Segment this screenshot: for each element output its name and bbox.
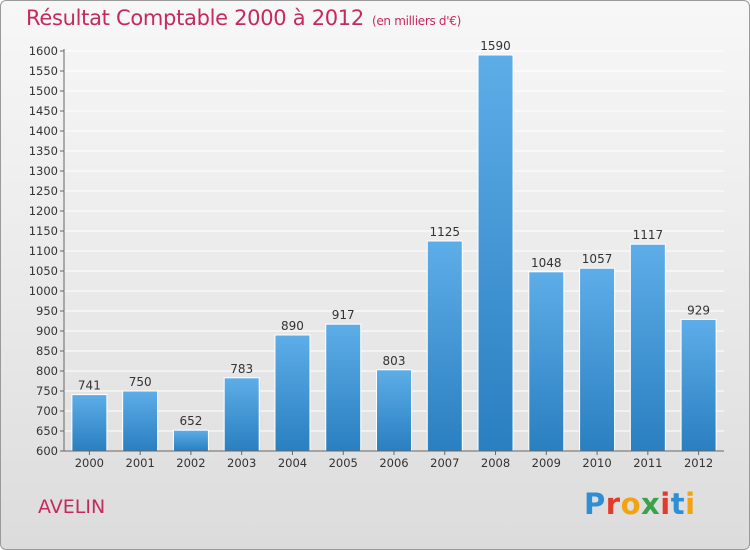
- y-tick-label: 1150: [29, 224, 58, 238]
- bar-2010: [579, 267, 616, 452]
- y-tick-label: 1450: [29, 104, 58, 118]
- bar-2008: [477, 54, 514, 452]
- x-tick-label: 2003: [227, 456, 256, 470]
- y-tick-label: 1050: [29, 264, 58, 278]
- logo-letter: P: [584, 487, 606, 521]
- bar-2012: [680, 318, 717, 452]
- x-tick-label: 2001: [126, 456, 155, 470]
- bar-2007: [426, 240, 463, 452]
- logo-letter: i: [660, 487, 671, 521]
- bar-2009: [528, 271, 565, 452]
- x-tick-label: 2005: [329, 456, 358, 470]
- bar-2000: [71, 394, 108, 452]
- y-tick-label: 800: [36, 364, 58, 378]
- bar-value-label: 750: [129, 375, 152, 389]
- x-tick-label: 2007: [430, 456, 459, 470]
- logo-letter: r: [605, 487, 621, 521]
- y-tick-label: 1350: [29, 144, 58, 158]
- x-tick-label: 2011: [633, 456, 662, 470]
- bar-value-label: 917: [332, 308, 355, 322]
- bar-value-label: 929: [687, 303, 710, 317]
- chart-title: Résultat Comptable 2000 à 2012 (en millie…: [26, 6, 461, 30]
- chart-title-text: Résultat Comptable 2000 à 2012: [26, 6, 364, 30]
- proxiti-logo: Proxiti: [584, 487, 696, 521]
- y-tick-label: 900: [36, 324, 58, 338]
- y-tick-label: 1300: [29, 164, 58, 178]
- logo-letter: x: [641, 487, 661, 521]
- bar-2004: [274, 334, 311, 452]
- y-tick-label: 1600: [29, 44, 58, 58]
- bar-2003: [223, 377, 260, 452]
- x-tick-label: 2008: [481, 456, 510, 470]
- bar-2005: [325, 323, 362, 452]
- y-tick-label: 750: [36, 384, 58, 398]
- x-tick-label: 2006: [379, 456, 408, 470]
- x-tick-label: 2010: [582, 456, 611, 470]
- x-tick-label: 2002: [176, 456, 205, 470]
- bar-2011: [629, 243, 666, 452]
- bars: 741 750 652 783 890 917 803 1125 1590 1048 1057 111…: [71, 39, 717, 452]
- y-tick-label: 950: [36, 304, 58, 318]
- logo-letter: i: [685, 487, 696, 521]
- y-tick-label: 600: [36, 444, 58, 458]
- bar-2001: [122, 390, 159, 452]
- bar-2002: [172, 429, 209, 452]
- bar-value-label: 741: [78, 379, 101, 393]
- y-tick-label: 1500: [29, 84, 58, 98]
- x-tick-label: 2000: [75, 456, 104, 470]
- y-tick-label: 700: [36, 404, 58, 418]
- bar-value-label: 652: [179, 414, 202, 428]
- bar-value-label: 1117: [633, 228, 664, 242]
- x-tick-label: 2012: [684, 456, 713, 470]
- x-tick-label: 2009: [532, 456, 561, 470]
- y-tick-label: 1250: [29, 184, 58, 198]
- logo-letter: o: [620, 487, 642, 521]
- bar-value-label: 783: [230, 362, 253, 376]
- chart-subtitle: (en milliers d'€): [371, 14, 461, 28]
- y-tick-label: 1200: [29, 204, 58, 218]
- bar-value-label: 1048: [531, 256, 562, 270]
- bar-value-label: 1125: [429, 225, 460, 239]
- y-tick-label: 850: [36, 344, 58, 358]
- x-tick-label: 2004: [278, 456, 307, 470]
- bar-value-label: 890: [281, 319, 304, 333]
- axes: 600 650 700 750 800 850 900 950 1000 1050 1100 1150…: [29, 44, 724, 470]
- bar-2006: [376, 369, 412, 452]
- bar-value-label: 803: [383, 354, 406, 368]
- y-tick-label: 650: [36, 424, 58, 438]
- bar-value-label: 1057: [582, 252, 613, 266]
- logo-letter: t: [670, 487, 686, 521]
- y-tick-label: 1000: [29, 284, 58, 298]
- commune-name: AVELIN: [38, 496, 106, 518]
- y-tick-label: 1550: [29, 64, 58, 78]
- y-tick-label: 1400: [29, 124, 58, 138]
- y-tick-label: 1100: [29, 244, 58, 258]
- bar-value-label: 1590: [480, 39, 511, 53]
